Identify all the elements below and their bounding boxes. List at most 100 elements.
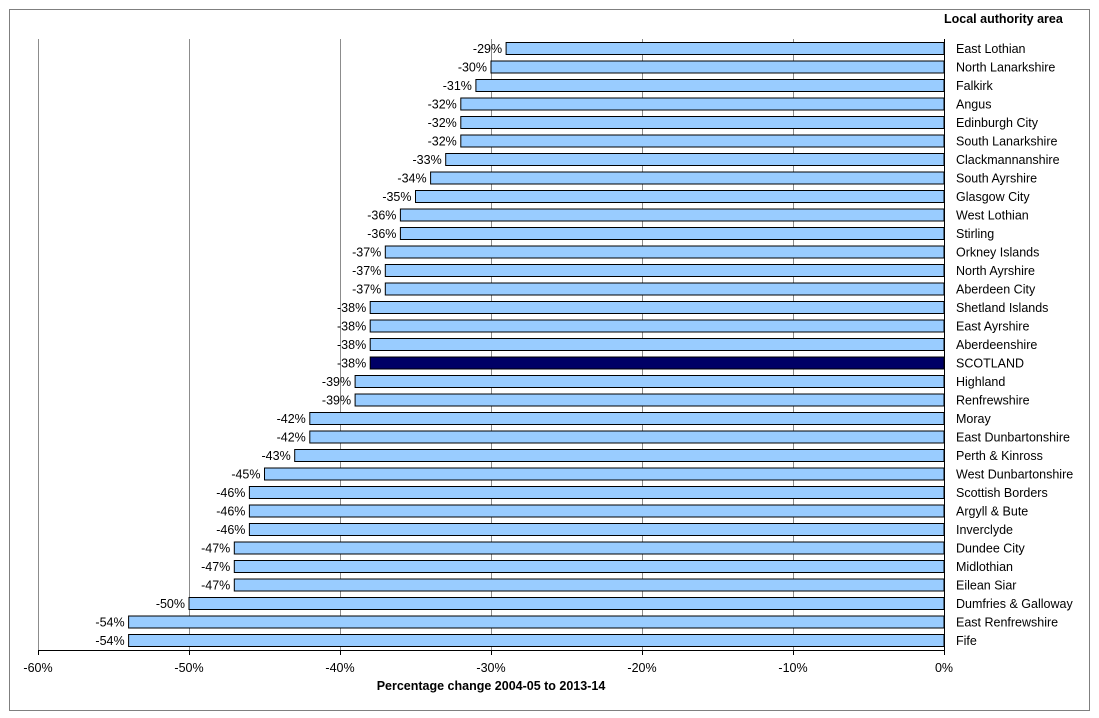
category-label: East Dunbartonshire <box>956 431 1070 445</box>
data-label: -32% <box>428 135 457 149</box>
bar <box>128 634 945 647</box>
x-tick-label: 0% <box>935 661 953 675</box>
data-label: -47% <box>201 542 230 556</box>
category-label: Perth & Kinross <box>956 449 1043 463</box>
category-label: Renfrewshire <box>956 394 1030 408</box>
data-label: -38% <box>337 301 366 315</box>
data-label: -39% <box>322 375 351 389</box>
x-tick-label: -60% <box>23 661 52 675</box>
bar <box>460 134 945 148</box>
bar <box>369 356 945 370</box>
category-label: Moray <box>956 412 991 426</box>
data-label: -46% <box>216 523 245 537</box>
data-label: -38% <box>337 357 366 371</box>
bar <box>369 319 945 333</box>
category-label: Glasgow City <box>956 190 1030 204</box>
category-label: West Dunbartonshire <box>956 468 1073 482</box>
data-label: -54% <box>95 616 124 630</box>
bar <box>248 504 945 518</box>
bar <box>430 171 945 185</box>
bars <box>128 42 945 647</box>
data-label: -45% <box>231 468 260 482</box>
category-label: Inverclyde <box>956 523 1013 537</box>
category-label: North Lanarkshire <box>956 61 1055 75</box>
x-tick-label: -10% <box>778 661 807 675</box>
bar <box>369 338 945 351</box>
x-tick-label: -40% <box>325 661 354 675</box>
data-label: -32% <box>428 116 457 130</box>
value-labels: -29% -30% -31% -32% -32% -32% -33% -34% -35% -36%… <box>95 42 502 648</box>
bar <box>309 412 945 425</box>
category-label: Shetland Islands <box>956 301 1048 315</box>
category-label: South Lanarkshire <box>956 135 1058 149</box>
bar <box>233 560 945 573</box>
bar <box>248 486 945 499</box>
bar <box>369 301 945 314</box>
category-label: Midlothian <box>956 560 1013 574</box>
x-tick-label: -50% <box>174 661 203 675</box>
category-label: Clackmannanshire <box>956 153 1060 167</box>
data-label: -39% <box>322 394 351 408</box>
bar <box>399 208 945 222</box>
data-label: -42% <box>277 431 306 445</box>
data-label: -37% <box>352 264 381 278</box>
data-label: -34% <box>397 172 426 186</box>
category-label: Eilean Siar <box>956 579 1016 593</box>
data-label: -46% <box>216 505 245 519</box>
x-axis-title: Percentage change 2004-05 to 2013-14 <box>377 679 606 693</box>
data-label: -31% <box>443 79 472 93</box>
category-label: Edinburgh City <box>956 116 1039 130</box>
bar <box>188 597 945 610</box>
bar <box>128 615 945 629</box>
data-label: -30% <box>458 61 487 75</box>
bar <box>294 449 945 462</box>
data-label: -37% <box>352 246 381 260</box>
category-label: Aberdeen City <box>956 283 1036 297</box>
bar <box>384 245 945 259</box>
category-label: Dundee City <box>956 542 1026 556</box>
category-label: East Ayrshire <box>956 320 1029 334</box>
data-label: -33% <box>413 153 442 167</box>
category-axis-title: Local authority area <box>944 12 1064 26</box>
category-label: East Lothian <box>956 42 1026 56</box>
data-label: -46% <box>216 486 245 500</box>
category-label: Aberdeenshire <box>956 338 1037 352</box>
bar <box>460 97 945 111</box>
bar <box>384 264 945 277</box>
bar <box>445 153 945 166</box>
bar <box>354 393 945 407</box>
bar <box>415 190 945 203</box>
bar <box>490 60 945 74</box>
bar <box>233 541 945 555</box>
x-tick-label: -30% <box>476 661 505 675</box>
bar <box>354 375 945 388</box>
category-label: SCOTLAND <box>956 357 1024 371</box>
data-label: -43% <box>262 449 291 463</box>
data-label: -38% <box>337 338 366 352</box>
category-label: South Ayrshire <box>956 172 1037 186</box>
bar <box>399 227 945 240</box>
data-label: -35% <box>382 190 411 204</box>
category-label: Argyll & Bute <box>956 505 1028 519</box>
data-label: -38% <box>337 320 366 334</box>
category-label: Fife <box>956 634 977 648</box>
category-label: North Ayrshire <box>956 264 1035 278</box>
bar <box>309 430 945 444</box>
data-label: -36% <box>367 227 396 241</box>
category-label: West Lothian <box>956 209 1029 223</box>
data-label: -29% <box>473 42 502 56</box>
bar <box>460 116 945 129</box>
bar <box>233 578 945 592</box>
data-label: -36% <box>367 209 396 223</box>
data-label: -54% <box>95 634 124 648</box>
category-label: Orkney Islands <box>956 246 1039 260</box>
category-labels: East Lothian North Lanarkshire Falkirk Angu… <box>956 42 1073 648</box>
x-axis: -60% -50% -40% -30% -20% -10% 0% <box>23 39 953 675</box>
data-label: -50% <box>156 597 185 611</box>
data-label: -42% <box>277 412 306 426</box>
category-label: Highland <box>956 375 1005 389</box>
bar <box>475 79 945 92</box>
bar <box>248 523 945 536</box>
category-label: Scottish Borders <box>956 486 1048 500</box>
x-tick-label: -20% <box>627 661 656 675</box>
